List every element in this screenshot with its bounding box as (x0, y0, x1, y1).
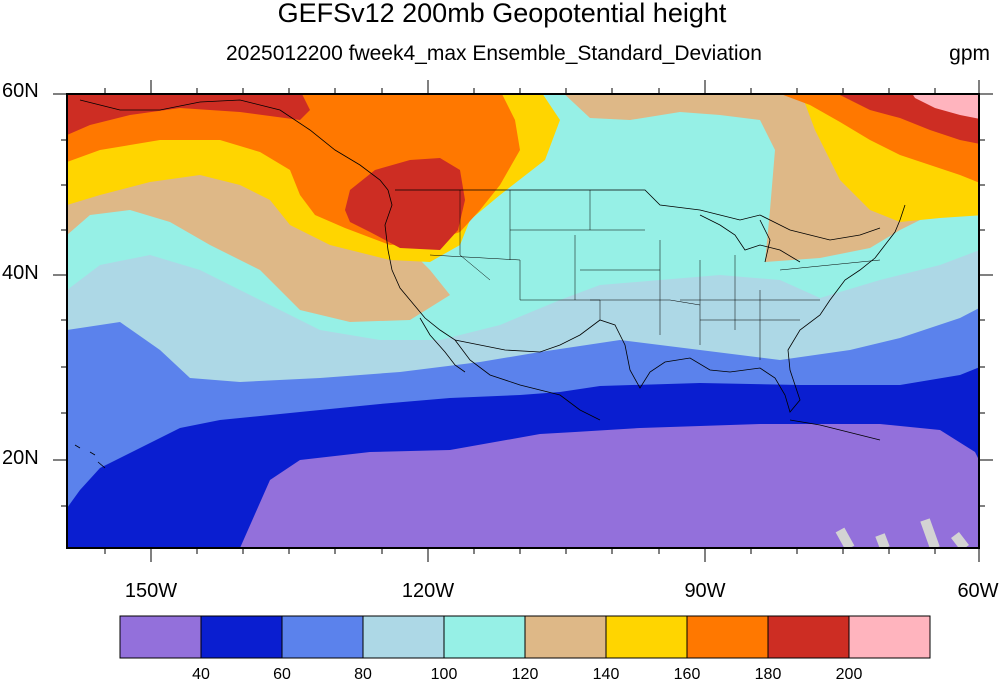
lat-label-20n: 20N (2, 447, 39, 469)
lon-label-60w: 60W (957, 580, 999, 602)
colorbar-tick-label: 180 (754, 666, 782, 683)
lat-label-40n: 40N (2, 262, 39, 284)
colorbar-swatch (119, 615, 202, 659)
colorbar (119, 615, 931, 659)
state-boundaries (429, 190, 881, 360)
lat-label-60n: 60N (2, 80, 39, 102)
colorbar-tick-label: 160 (673, 666, 701, 683)
lon-label-150w: 150W (124, 580, 178, 602)
colorbar-swatch (362, 615, 445, 659)
colorbar-tick-label: 140 (592, 666, 620, 683)
colorbar-swatch (686, 615, 769, 659)
colorbar-swatch (524, 615, 607, 659)
band-gt200 (912, 94, 979, 119)
missing-streak (835, 518, 969, 548)
colorbar-tick-label: 80 (354, 666, 372, 683)
lon-label-90w: 90W (684, 580, 726, 602)
colorbar-swatch (443, 615, 526, 659)
colorbar-swatch (605, 615, 688, 659)
colorbar-tick-label: 40 (192, 666, 210, 683)
colorbar-swatch (281, 615, 364, 659)
plot-frame (66, 93, 980, 549)
colorbar-tick-label: 100 (430, 666, 458, 683)
colorbar-swatch (848, 615, 931, 659)
colorbar-swatch (200, 615, 283, 659)
units-label: gpm (949, 42, 990, 65)
filled-contours (67, 94, 979, 548)
colorbar-tick-label: 120 (511, 666, 539, 683)
map-subtitle: 2025012200 fweek4_max Ensemble_Standard_… (226, 42, 762, 65)
tick-marks (53, 80, 993, 562)
colorbar-tick-label: 200 (835, 666, 863, 683)
band-160-180 (67, 94, 979, 245)
lon-label-120w: 120W (401, 580, 455, 602)
colorbar-swatch (767, 615, 850, 659)
coastlines (74, 99, 906, 469)
map-title: GEFSv12 200mb Geopotential height (277, 0, 727, 28)
colorbar-tick-label: 60 (273, 666, 291, 683)
